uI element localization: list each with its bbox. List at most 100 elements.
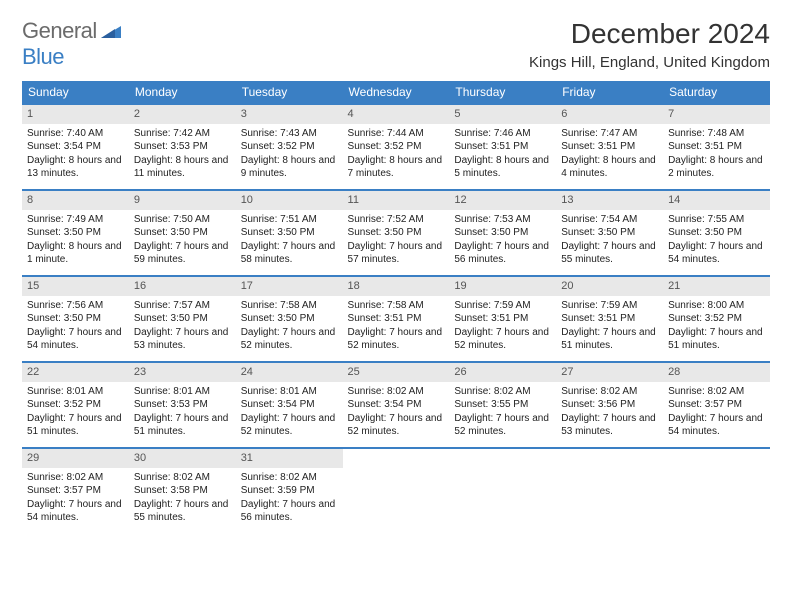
calendar-day-cell: 7Sunrise: 7:48 AMSunset: 3:51 PMDaylight…: [663, 104, 770, 190]
day-daylight: Daylight: 7 hours and 53 minutes.: [134, 326, 231, 353]
day-daylight: Daylight: 7 hours and 56 minutes.: [241, 498, 338, 525]
day-number: 28: [663, 363, 770, 382]
calendar-day-cell: 8Sunrise: 7:49 AMSunset: 3:50 PMDaylight…: [22, 190, 129, 276]
calendar-day-cell: 23Sunrise: 8:01 AMSunset: 3:53 PMDayligh…: [129, 362, 236, 448]
calendar-week-row: 29Sunrise: 8:02 AMSunset: 3:57 PMDayligh…: [22, 448, 770, 534]
day-body: Sunrise: 8:01 AMSunset: 3:54 PMDaylight:…: [236, 382, 343, 444]
day-number: 21: [663, 277, 770, 296]
day-sunset: Sunset: 3:50 PM: [561, 226, 658, 240]
day-sunset: Sunset: 3:56 PM: [561, 398, 658, 412]
day-daylight: Daylight: 7 hours and 52 minutes.: [241, 326, 338, 353]
day-daylight: Daylight: 7 hours and 54 minutes.: [668, 240, 765, 267]
day-sunset: Sunset: 3:55 PM: [454, 398, 551, 412]
day-sunset: Sunset: 3:50 PM: [27, 226, 124, 240]
calendar-day-cell: 24Sunrise: 8:01 AMSunset: 3:54 PMDayligh…: [236, 362, 343, 448]
calendar-empty-cell: [343, 448, 450, 534]
calendar-day-cell: 17Sunrise: 7:58 AMSunset: 3:50 PMDayligh…: [236, 276, 343, 362]
day-sunset: Sunset: 3:51 PM: [668, 140, 765, 154]
day-sunset: Sunset: 3:57 PM: [668, 398, 765, 412]
day-daylight: Daylight: 7 hours and 55 minutes.: [134, 498, 231, 525]
day-body: Sunrise: 7:51 AMSunset: 3:50 PMDaylight:…: [236, 210, 343, 272]
logo-triangle-icon: [101, 18, 121, 44]
day-sunset: Sunset: 3:54 PM: [27, 140, 124, 154]
calendar-day-cell: 6Sunrise: 7:47 AMSunset: 3:51 PMDaylight…: [556, 104, 663, 190]
day-body: Sunrise: 7:59 AMSunset: 3:51 PMDaylight:…: [556, 296, 663, 358]
day-number: 1: [22, 105, 129, 124]
day-sunrise: Sunrise: 8:01 AM: [134, 385, 231, 399]
calendar-day-cell: 19Sunrise: 7:59 AMSunset: 3:51 PMDayligh…: [449, 276, 556, 362]
page-header: General Blue December 2024 Kings Hill, E…: [22, 18, 770, 71]
day-body: Sunrise: 8:02 AMSunset: 3:57 PMDaylight:…: [22, 468, 129, 530]
day-sunset: Sunset: 3:52 PM: [27, 398, 124, 412]
day-body: Sunrise: 8:02 AMSunset: 3:55 PMDaylight:…: [449, 382, 556, 444]
day-body: Sunrise: 7:53 AMSunset: 3:50 PMDaylight:…: [449, 210, 556, 272]
day-number: 7: [663, 105, 770, 124]
calendar-week-row: 1Sunrise: 7:40 AMSunset: 3:54 PMDaylight…: [22, 104, 770, 190]
day-sunset: Sunset: 3:50 PM: [27, 312, 124, 326]
day-sunrise: Sunrise: 7:46 AM: [454, 127, 551, 141]
day-body: Sunrise: 7:59 AMSunset: 3:51 PMDaylight:…: [449, 296, 556, 358]
day-body: Sunrise: 8:02 AMSunset: 3:56 PMDaylight:…: [556, 382, 663, 444]
day-sunset: Sunset: 3:50 PM: [241, 226, 338, 240]
day-sunrise: Sunrise: 7:55 AM: [668, 213, 765, 227]
day-sunrise: Sunrise: 8:00 AM: [668, 299, 765, 313]
weekday-header: Thursday: [449, 81, 556, 104]
day-sunset: Sunset: 3:57 PM: [27, 484, 124, 498]
calendar-day-cell: 25Sunrise: 8:02 AMSunset: 3:54 PMDayligh…: [343, 362, 450, 448]
day-body: Sunrise: 7:44 AMSunset: 3:52 PMDaylight:…: [343, 124, 450, 186]
weekday-header: Sunday: [22, 81, 129, 104]
day-sunset: Sunset: 3:50 PM: [348, 226, 445, 240]
day-sunset: Sunset: 3:52 PM: [348, 140, 445, 154]
weekday-header: Monday: [129, 81, 236, 104]
calendar-day-cell: 3Sunrise: 7:43 AMSunset: 3:52 PMDaylight…: [236, 104, 343, 190]
day-number: 26: [449, 363, 556, 382]
day-sunset: Sunset: 3:54 PM: [348, 398, 445, 412]
day-sunrise: Sunrise: 8:02 AM: [561, 385, 658, 399]
day-number: 2: [129, 105, 236, 124]
location-text: Kings Hill, England, United Kingdom: [529, 54, 770, 71]
day-body: Sunrise: 7:58 AMSunset: 3:51 PMDaylight:…: [343, 296, 450, 358]
day-daylight: Daylight: 7 hours and 59 minutes.: [134, 240, 231, 267]
day-daylight: Daylight: 7 hours and 56 minutes.: [454, 240, 551, 267]
day-daylight: Daylight: 8 hours and 11 minutes.: [134, 154, 231, 181]
calendar-day-cell: 21Sunrise: 8:00 AMSunset: 3:52 PMDayligh…: [663, 276, 770, 362]
day-number: 18: [343, 277, 450, 296]
day-number: 17: [236, 277, 343, 296]
day-body: Sunrise: 7:48 AMSunset: 3:51 PMDaylight:…: [663, 124, 770, 186]
day-daylight: Daylight: 8 hours and 13 minutes.: [27, 154, 124, 181]
day-body: Sunrise: 8:02 AMSunset: 3:54 PMDaylight:…: [343, 382, 450, 444]
day-number: 31: [236, 449, 343, 468]
calendar-day-cell: 4Sunrise: 7:44 AMSunset: 3:52 PMDaylight…: [343, 104, 450, 190]
day-body: Sunrise: 7:46 AMSunset: 3:51 PMDaylight:…: [449, 124, 556, 186]
day-number: 4: [343, 105, 450, 124]
calendar-day-cell: 11Sunrise: 7:52 AMSunset: 3:50 PMDayligh…: [343, 190, 450, 276]
day-sunset: Sunset: 3:51 PM: [454, 140, 551, 154]
day-body: Sunrise: 7:57 AMSunset: 3:50 PMDaylight:…: [129, 296, 236, 358]
day-body: Sunrise: 8:00 AMSunset: 3:52 PMDaylight:…: [663, 296, 770, 358]
calendar-week-row: 8Sunrise: 7:49 AMSunset: 3:50 PMDaylight…: [22, 190, 770, 276]
day-sunrise: Sunrise: 8:02 AM: [348, 385, 445, 399]
day-daylight: Daylight: 7 hours and 52 minutes.: [348, 326, 445, 353]
calendar-empty-cell: [556, 448, 663, 534]
calendar-day-cell: 16Sunrise: 7:57 AMSunset: 3:50 PMDayligh…: [129, 276, 236, 362]
day-daylight: Daylight: 7 hours and 51 minutes.: [561, 326, 658, 353]
logo-word2: Blue: [22, 44, 64, 69]
day-sunset: Sunset: 3:50 PM: [241, 312, 338, 326]
logo: General Blue: [22, 18, 121, 70]
weekday-header: Friday: [556, 81, 663, 104]
day-sunset: Sunset: 3:50 PM: [454, 226, 551, 240]
calendar-day-cell: 13Sunrise: 7:54 AMSunset: 3:50 PMDayligh…: [556, 190, 663, 276]
day-number: 8: [22, 191, 129, 210]
day-body: Sunrise: 8:02 AMSunset: 3:58 PMDaylight:…: [129, 468, 236, 530]
weekday-header: Wednesday: [343, 81, 450, 104]
day-number: 15: [22, 277, 129, 296]
day-body: Sunrise: 7:50 AMSunset: 3:50 PMDaylight:…: [129, 210, 236, 272]
day-number: 22: [22, 363, 129, 382]
day-sunset: Sunset: 3:51 PM: [454, 312, 551, 326]
logo-text: General Blue: [22, 18, 121, 70]
day-sunset: Sunset: 3:53 PM: [134, 140, 231, 154]
calendar-empty-cell: [449, 448, 556, 534]
calendar-week-row: 22Sunrise: 8:01 AMSunset: 3:52 PMDayligh…: [22, 362, 770, 448]
day-sunrise: Sunrise: 8:01 AM: [27, 385, 124, 399]
day-sunrise: Sunrise: 8:02 AM: [454, 385, 551, 399]
